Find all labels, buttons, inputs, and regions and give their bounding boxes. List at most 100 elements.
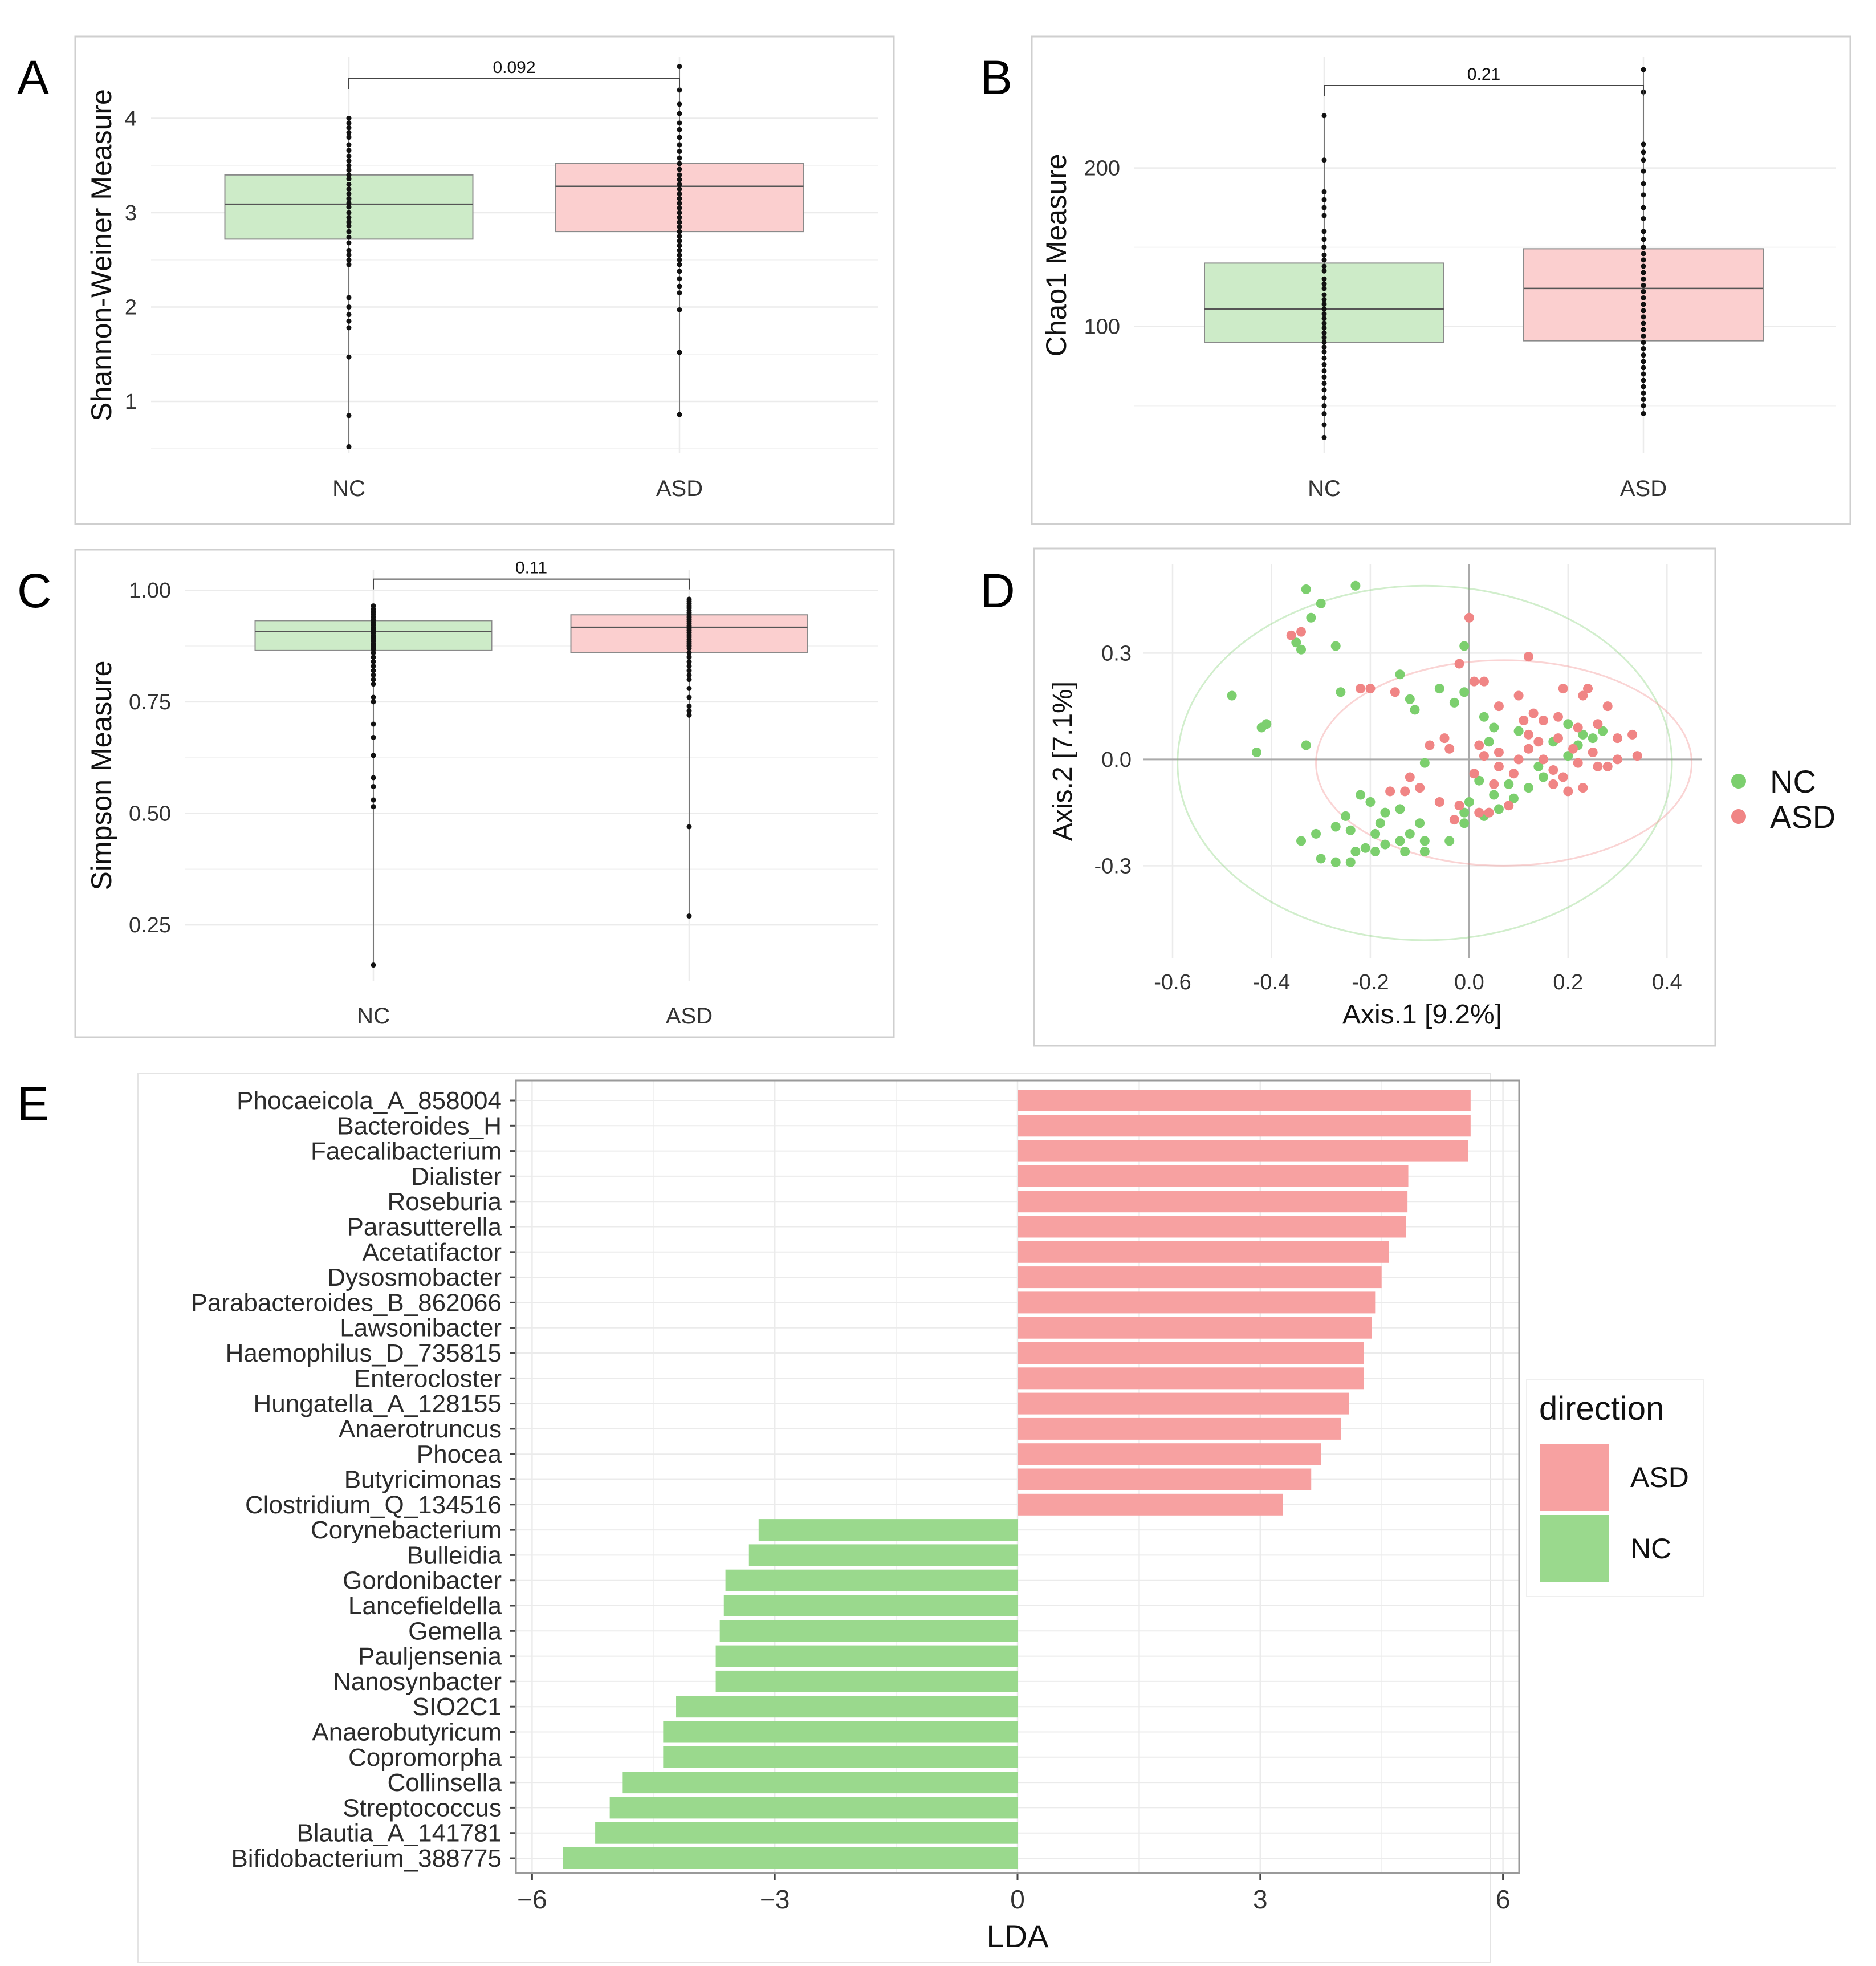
category-label: Lancefieldella	[348, 1592, 502, 1620]
data-point	[346, 223, 352, 229]
scatter-point-nc	[1345, 825, 1356, 835]
y-axis-label: Axis.2 [7.1%]	[1048, 681, 1078, 841]
data-point	[1641, 289, 1646, 294]
scatter-point-asd	[1296, 627, 1307, 637]
data-point	[346, 325, 352, 331]
data-point	[346, 163, 352, 168]
x-axis-label: LDA	[987, 1918, 1049, 1954]
data-point	[371, 672, 376, 678]
data-point	[1321, 113, 1327, 119]
category-label: Enterocloster	[354, 1364, 502, 1392]
lda-bar	[723, 1595, 1018, 1616]
data-point	[1641, 314, 1646, 320]
legend-swatch-asd	[1540, 1444, 1609, 1511]
data-point	[371, 647, 376, 652]
data-point	[371, 784, 376, 790]
scatter-point-asd	[1504, 801, 1514, 811]
scatter-point-nc	[1419, 758, 1430, 768]
scatter-point-asd	[1538, 754, 1548, 765]
scatter-point-nc	[1513, 726, 1524, 736]
data-point	[346, 158, 352, 164]
x-tick-label: ASD	[1620, 476, 1667, 501]
data-point	[371, 659, 376, 664]
scatter-point-asd	[1523, 652, 1533, 662]
data-point	[371, 721, 376, 727]
data-point	[677, 210, 682, 216]
data-point	[1321, 257, 1327, 263]
lda-bar	[622, 1772, 1018, 1794]
x-tick-label: −3	[760, 1884, 790, 1914]
data-point	[677, 101, 682, 107]
data-point	[346, 304, 352, 310]
data-point	[1321, 349, 1327, 355]
data-point	[1321, 306, 1327, 312]
lda-bar	[715, 1645, 1018, 1667]
data-point	[346, 181, 352, 187]
scatter-point-asd	[1613, 754, 1623, 765]
significance-bracket	[1324, 85, 1644, 96]
category-label: Gordonibacter	[343, 1567, 502, 1595]
scatter-point-nc	[1474, 775, 1484, 786]
scatter-point-asd	[1513, 690, 1524, 701]
data-point	[346, 116, 352, 121]
scatter-point-nc	[1370, 847, 1381, 857]
data-point	[677, 257, 682, 263]
scatter-point-asd	[1464, 612, 1474, 623]
data-point	[677, 148, 682, 154]
data-point	[1641, 295, 1646, 301]
scatter-point-asd	[1573, 758, 1583, 768]
scatter-point-asd	[1454, 659, 1464, 669]
scatter-point-nc	[1405, 828, 1415, 839]
scatter-point-nc	[1395, 836, 1405, 846]
category-label: Faecalibacterium	[311, 1138, 502, 1165]
data-point	[1321, 361, 1327, 367]
data-point	[346, 354, 352, 360]
category-label: Dysosmobacter	[327, 1264, 502, 1291]
category-label: Collinsella	[387, 1769, 502, 1797]
scatter-point-nc	[1316, 854, 1326, 864]
scatter-point-nc	[1533, 761, 1544, 771]
category-label: Streptococcus	[343, 1794, 502, 1822]
scatter-point-asd	[1494, 761, 1504, 771]
lda-bar	[1018, 1443, 1321, 1465]
panel-letter-a: A	[17, 51, 49, 104]
data-point	[1641, 333, 1646, 339]
scatter-point-asd	[1494, 747, 1504, 757]
data-point	[1641, 346, 1646, 352]
scatter-point-asd	[1513, 754, 1524, 765]
scatter-point-nc	[1296, 644, 1307, 655]
data-point	[346, 129, 352, 135]
lda-bar	[1018, 1266, 1382, 1289]
data-point	[346, 253, 352, 258]
category-label: SIO2C1	[412, 1693, 502, 1721]
category-label: Anaerobutyricum	[312, 1719, 502, 1746]
data-point	[677, 135, 682, 140]
panel-letter-b: B	[980, 51, 1012, 104]
data-point	[677, 276, 682, 282]
category-label: Bifidobacterium_388775	[231, 1845, 502, 1872]
lda-bar	[609, 1797, 1018, 1819]
scatter-point-asd	[1400, 786, 1410, 797]
simpson-box-plot: 0.25 0.50 0.75 1.00 NC ASD 0.11 Simpson Measure	[86, 559, 878, 1029]
scatter-point-nc	[1227, 690, 1237, 701]
scatter-point-nc	[1395, 804, 1405, 814]
data-point	[1321, 302, 1327, 307]
data-point	[677, 191, 682, 197]
data-point	[346, 135, 352, 140]
data-point	[677, 186, 682, 192]
scatter-point-asd	[1578, 783, 1588, 793]
scatter-point-nc	[1301, 740, 1311, 750]
scatter-point-asd	[1548, 765, 1558, 775]
data-point	[1641, 181, 1646, 186]
data-point	[1641, 149, 1646, 155]
scatter-point-asd	[1533, 737, 1544, 747]
scatter-point-nc	[1484, 737, 1494, 747]
scatter-point-nc	[1538, 772, 1548, 782]
significance-bracket	[348, 78, 680, 90]
y-tick-label: 100	[1084, 315, 1120, 339]
lda-bar	[715, 1670, 1018, 1692]
scatter-point-asd	[1474, 807, 1484, 818]
data-point	[1641, 403, 1646, 409]
x-tick-label: ASD	[656, 476, 703, 501]
category-label: Dialister	[411, 1163, 502, 1191]
